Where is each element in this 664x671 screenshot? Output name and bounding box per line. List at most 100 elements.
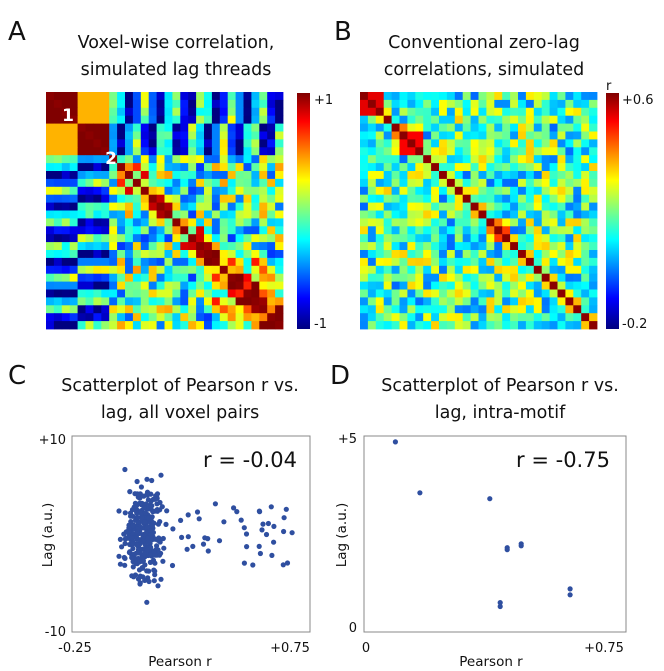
heatmap-cell — [275, 178, 284, 188]
heatmap-cell — [243, 313, 252, 322]
heatmap-cell — [219, 115, 229, 124]
heatmap-cell — [93, 139, 102, 148]
heatmap-cell — [188, 281, 197, 290]
heatmap-cell — [243, 131, 252, 140]
heatmap-cell — [565, 234, 574, 243]
heatmap-cell — [399, 186, 408, 196]
heatmap-cell — [219, 186, 229, 196]
heatmap-cell — [188, 313, 197, 322]
heatmap-cell — [156, 123, 165, 132]
heatmap-cell — [525, 242, 535, 251]
heatmap-cell — [196, 92, 205, 101]
heatmap-cell — [557, 313, 566, 322]
heatmap-cell — [478, 194, 487, 203]
heatmap-cell — [360, 210, 369, 219]
heatmap-cell — [164, 218, 173, 227]
heatmap-cell — [227, 186, 236, 196]
plot-c-annotation: r = -0.04 — [203, 448, 297, 472]
heatmap-cell — [77, 147, 86, 156]
heatmap-cell — [85, 257, 94, 267]
heatmap-cell — [275, 234, 284, 243]
heatmap-cell — [486, 115, 495, 124]
heatmap-cell — [275, 250, 284, 259]
heatmap-cell — [470, 305, 479, 314]
heatmap-cell — [470, 155, 479, 164]
heatmap-cell — [486, 99, 495, 109]
heatmap-cell — [69, 226, 78, 235]
heatmap-cell — [533, 92, 543, 101]
heatmap-cell — [140, 297, 150, 306]
heatmap-cell — [180, 321, 189, 330]
heatmap-cell — [565, 178, 574, 188]
heatmap-cell — [510, 321, 519, 330]
heatmap-cell — [251, 147, 260, 156]
heatmap-cell — [132, 250, 142, 259]
heatmap-cell — [367, 147, 377, 156]
heatmap-cell — [164, 163, 173, 172]
heatmap-cell — [53, 171, 63, 180]
heatmap-cell — [61, 289, 71, 298]
heatmap-cell — [423, 194, 432, 203]
heatmap-cell — [204, 289, 213, 298]
heatmap-cell — [172, 115, 181, 124]
heatmap-cell — [211, 99, 221, 109]
heatmap-cell — [172, 163, 181, 172]
heatmap-cell — [391, 313, 400, 322]
heatmap-cell — [454, 171, 464, 180]
heatmap-cell — [439, 186, 448, 196]
heatmap-cell — [549, 273, 558, 282]
heatmap-cell — [180, 297, 189, 306]
panel-letter-a: A — [8, 17, 26, 47]
heatmap-cell — [573, 273, 582, 282]
heatmap-cell — [375, 297, 385, 306]
heatmap-cell — [486, 242, 495, 251]
heatmap-cell — [549, 313, 558, 322]
heatmap-cell — [510, 210, 519, 219]
heatmap-cell — [219, 321, 229, 330]
heatmap-cell — [454, 305, 464, 314]
heatmap-cell — [148, 313, 157, 322]
heatmap-cell — [132, 131, 142, 140]
heatmap-cell — [391, 194, 400, 203]
heatmap-cell — [375, 123, 385, 132]
heatmap-cell — [156, 218, 165, 227]
heatmap-cell — [251, 281, 260, 290]
heatmap-cell — [219, 226, 229, 235]
heatmap-cell — [486, 194, 495, 203]
heatmap-cell — [101, 313, 110, 322]
heatmap-cell — [243, 163, 252, 172]
heatmap-cell — [573, 289, 582, 298]
heatmap-cell — [510, 155, 519, 164]
heatmap-cell — [251, 226, 260, 235]
heatmap-cell — [549, 115, 558, 124]
heatmap-cell — [132, 273, 142, 282]
heatmap-cell — [259, 155, 268, 164]
heatmap-cell — [454, 281, 464, 290]
heatmap-cell — [211, 194, 221, 203]
heatmap-cell — [462, 115, 471, 124]
heatmap-cell — [125, 123, 134, 132]
heatmap-cell — [61, 202, 71, 211]
heatmap-cell — [156, 115, 165, 124]
heatmap-cell — [470, 234, 479, 243]
heatmap-cell — [391, 163, 400, 172]
heatmap-cell — [407, 273, 416, 282]
heatmap-cell — [275, 313, 284, 322]
panel-d-title-line-1: Scatterplot of Pearson r vs. — [381, 376, 619, 396]
heatmap-cell — [360, 202, 369, 211]
heatmap-cell — [259, 297, 268, 306]
heatmap-cell — [462, 305, 471, 314]
heatmap-cell — [117, 99, 126, 109]
heatmap-cell — [93, 250, 102, 259]
heatmap-cell — [235, 186, 244, 196]
heatmap-cell — [211, 281, 221, 290]
scatter-point — [265, 520, 271, 527]
heatmap-cell — [454, 250, 464, 259]
heatmap-cell — [573, 226, 582, 235]
heatmap-cell — [407, 218, 416, 227]
heatmap-cell — [53, 186, 63, 196]
heatmap-cell — [117, 297, 126, 306]
heatmap-cell — [46, 99, 55, 109]
heatmap-cell — [518, 139, 527, 148]
heatmap-cell — [275, 273, 284, 282]
